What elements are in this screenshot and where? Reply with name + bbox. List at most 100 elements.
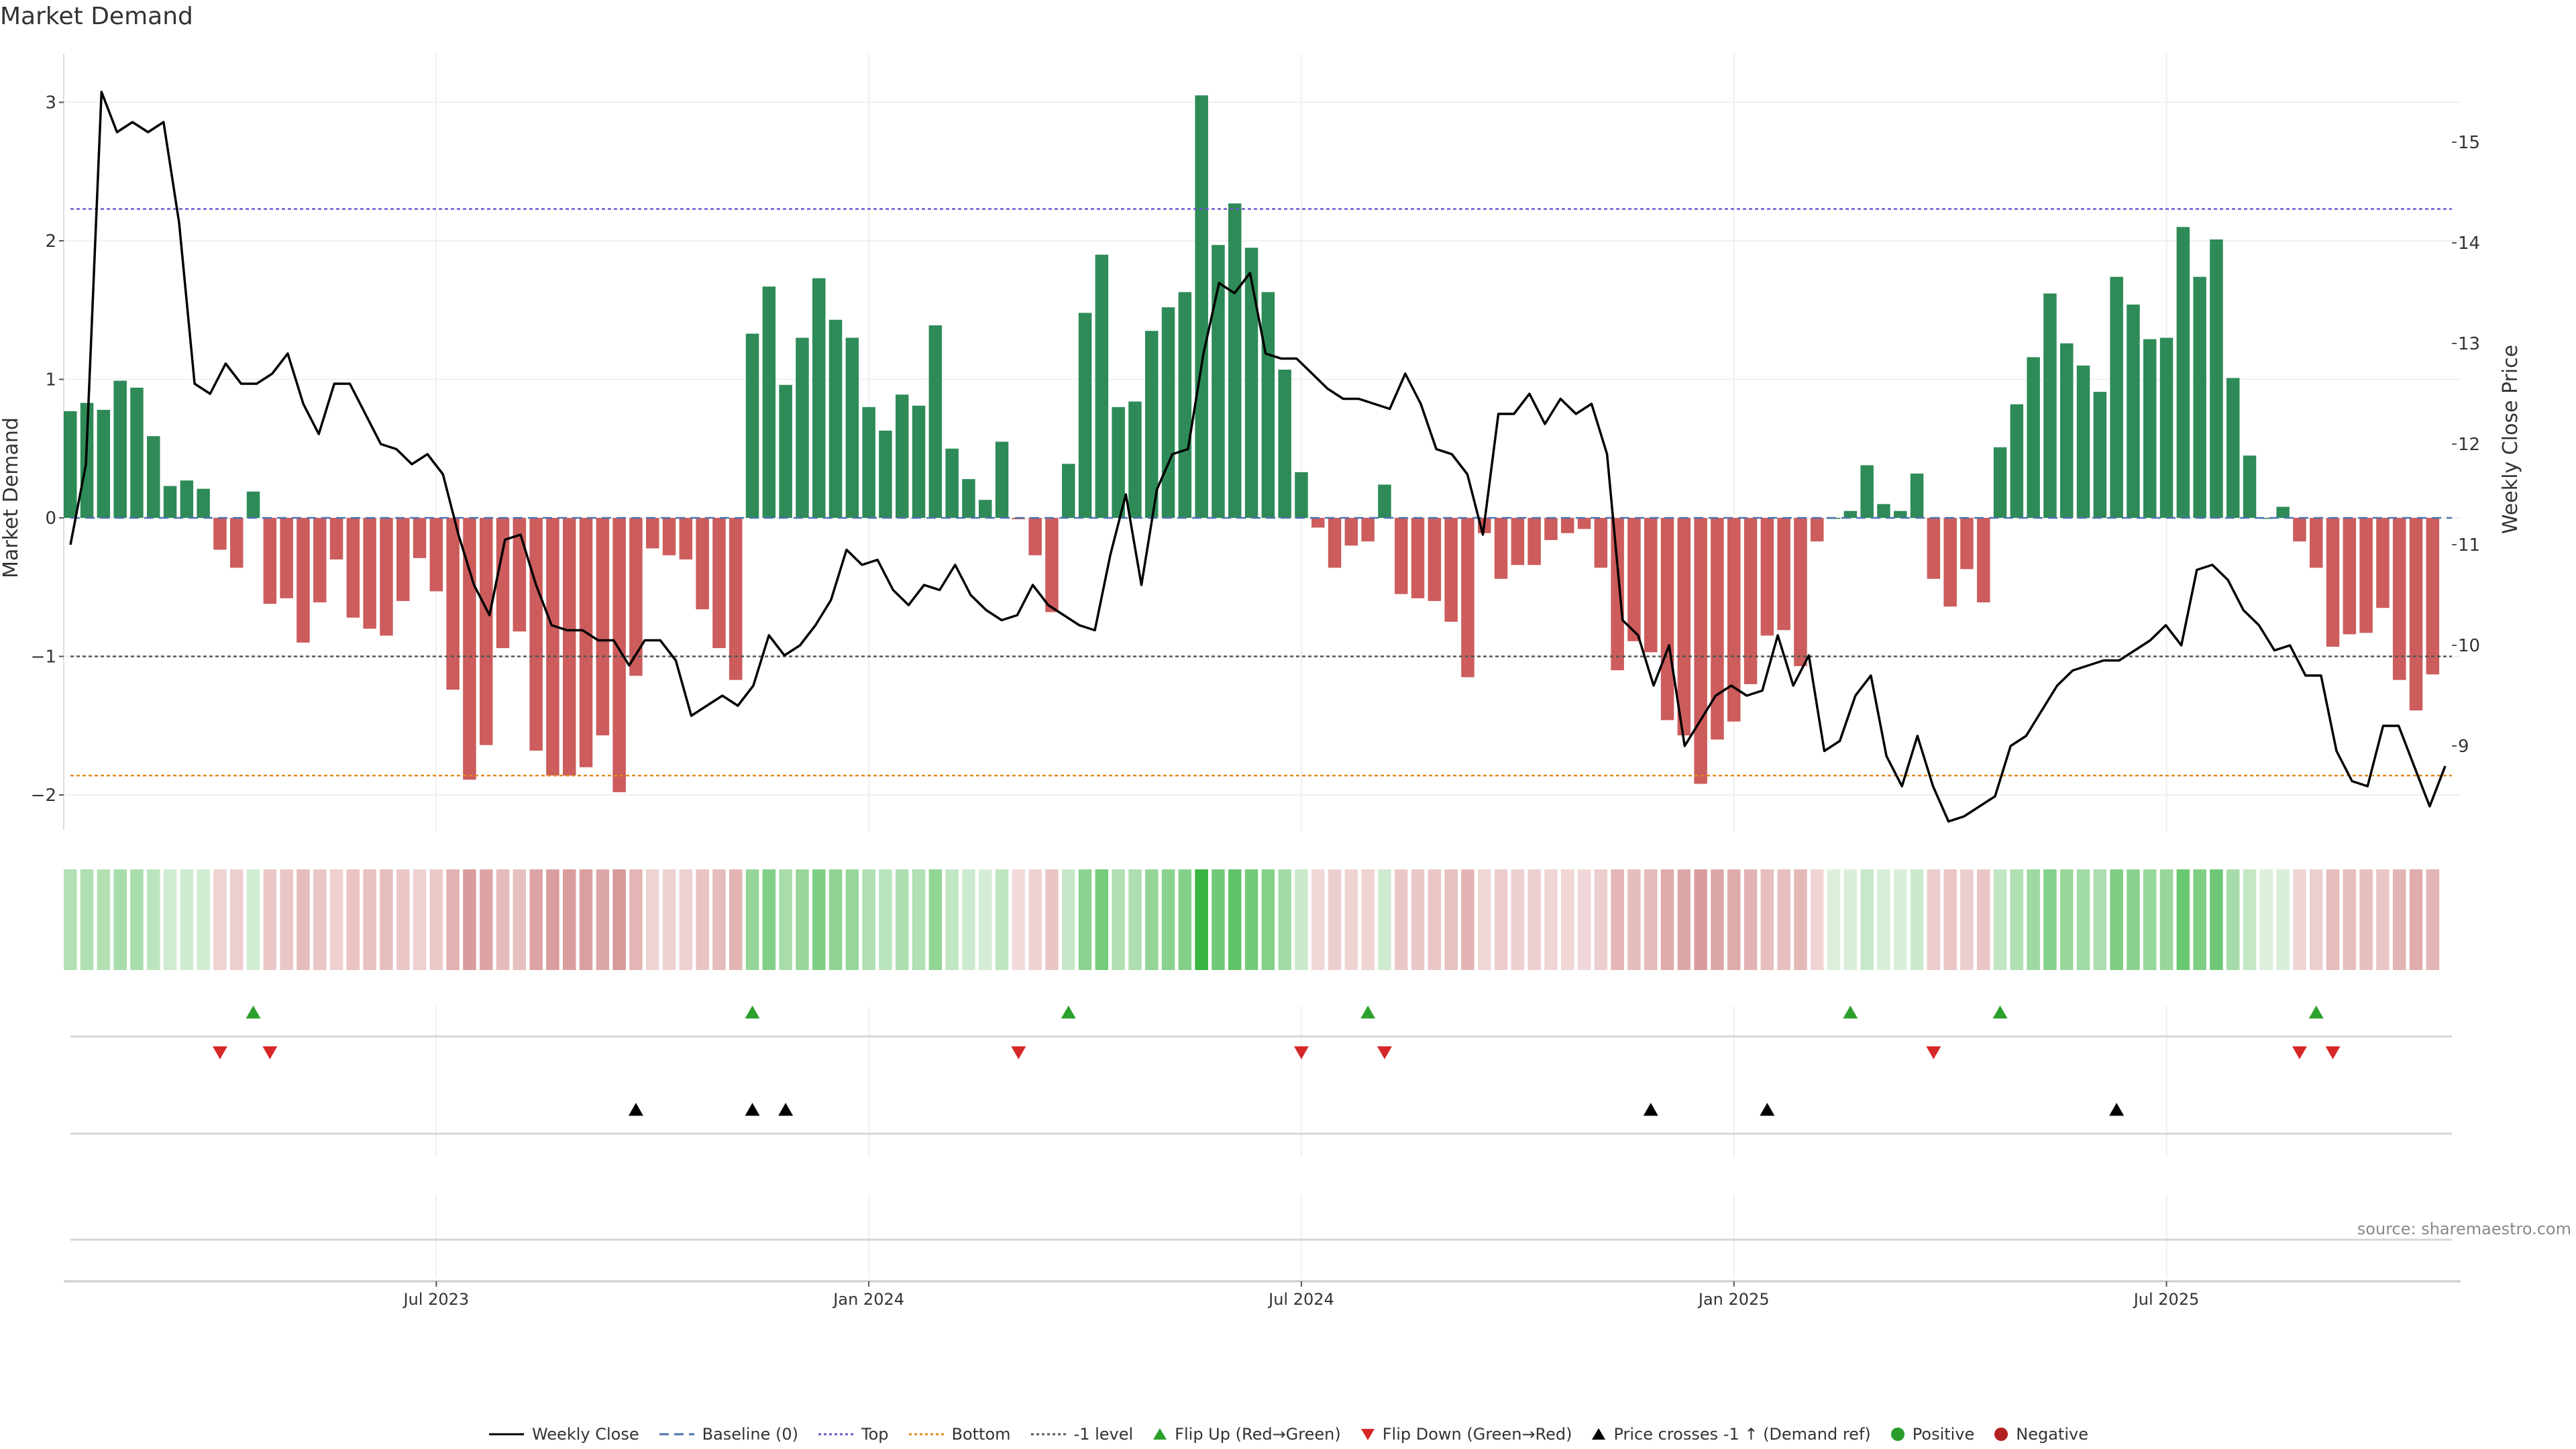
demand-bar: [2326, 518, 2340, 647]
legend-item: Positive: [1890, 1425, 1974, 1444]
heat-cell: [1344, 869, 1358, 970]
heat-cell: [2060, 869, 2074, 970]
heat-cell: [845, 869, 859, 970]
heat-cell: [2243, 869, 2257, 970]
heat-cell: [446, 869, 460, 970]
x-tick-label: Jul 2023: [402, 1290, 470, 1309]
legend-swatch: [1994, 1428, 2008, 1441]
heat-cell: [1777, 869, 1790, 970]
legend-item: Flip Up (Red→Green): [1152, 1425, 1341, 1444]
flip-up-marker: [246, 1006, 261, 1019]
demand-bar: [995, 441, 1009, 518]
heat-cell: [2093, 869, 2107, 970]
demand-bar: [2027, 357, 2040, 518]
legend-item: Flip Down (Green→Red): [1360, 1425, 1572, 1444]
x-tick-label: Jul 2024: [1267, 1290, 1334, 1309]
demand-bar: [1378, 484, 1391, 518]
demand-bar: [230, 518, 244, 568]
demand-bar: [2376, 518, 2390, 608]
price-line: [69, 91, 2447, 823]
heat-cell: [745, 869, 759, 970]
demand-bar: [1660, 518, 1674, 720]
y-axis-title: Market Demand: [0, 417, 23, 578]
demand-bar: [2276, 506, 2290, 518]
demand-bar: [2259, 518, 2273, 519]
demand-bar: [812, 278, 826, 518]
heat-cell: [2293, 869, 2306, 970]
heat-cell: [2359, 869, 2373, 970]
heat-cell: [1877, 869, 1890, 970]
demand-bar: [979, 500, 992, 518]
demand-bar: [1811, 518, 1824, 542]
heat-cell: [1760, 869, 1774, 970]
demand-bar: [446, 518, 460, 690]
heat-cell: [1960, 869, 1974, 970]
demand-bar: [2043, 293, 2057, 518]
demand-bar: [2210, 239, 2223, 518]
heat-cell: [2226, 869, 2240, 970]
heat-cell: [995, 869, 1009, 970]
demand-bar: [1594, 518, 1608, 568]
heat-cell: [679, 869, 693, 970]
legend-swatch: [1153, 1428, 1167, 1440]
heat-cell: [1161, 869, 1175, 970]
demand-bar: [297, 518, 310, 643]
y-tick-label: 0: [45, 508, 56, 529]
heat-cell: [912, 869, 926, 970]
demand-bar: [380, 518, 393, 636]
heat-cell: [2210, 869, 2223, 970]
heat-cell: [1727, 869, 1741, 970]
heat-cell: [2110, 869, 2123, 970]
demand-bar: [1943, 518, 1957, 607]
heat-cell: [280, 869, 293, 970]
heat-cell: [2426, 869, 2440, 970]
demand-bar: [1860, 465, 1874, 518]
legend-swatch: [659, 1433, 694, 1436]
demand-bar: [1677, 518, 1691, 736]
demand-bar: [945, 448, 959, 518]
demand-bar: [712, 518, 726, 649]
demand-bar: [130, 387, 144, 518]
demand-bar: [1244, 248, 1258, 518]
heat-cell: [762, 869, 776, 970]
y2-tick-label: 13: [2458, 334, 2480, 354]
legend-swatch: [1592, 1428, 1606, 1440]
heat-cell: [1444, 869, 1458, 970]
price-cross-marker: [778, 1103, 794, 1116]
heat-cell: [1894, 869, 1907, 970]
heat-cell: [1910, 869, 1924, 970]
flip-down-marker: [212, 1046, 227, 1059]
heat-cell: [2310, 869, 2323, 970]
demand-bar: [363, 518, 376, 629]
heat-cell: [1212, 869, 1225, 970]
heat-cell: [2127, 869, 2140, 970]
demand-bars: [64, 95, 2440, 792]
heat-cell: [612, 869, 626, 970]
heat-cell: [163, 869, 177, 970]
heat-cell: [1078, 869, 1092, 970]
demand-bar: [1461, 518, 1474, 678]
demand-bar: [1511, 518, 1525, 566]
heat-cell: [297, 869, 310, 970]
price-cross-marker: [628, 1103, 643, 1116]
heat-cell: [779, 869, 792, 970]
flip-up-marker: [1360, 1006, 1376, 1019]
demand-bar: [1261, 292, 1275, 518]
heat-cell: [1794, 869, 1807, 970]
demand-bar: [1927, 518, 1941, 579]
demand-bar: [779, 384, 792, 518]
heat-cell: [596, 869, 610, 970]
demand-bar: [1178, 292, 1192, 518]
heat-cell: [1711, 869, 1724, 970]
y2-tick-label: 14: [2458, 233, 2480, 254]
heat-cell: [113, 869, 127, 970]
demand-bar: [2243, 455, 2257, 518]
demand-bar: [246, 491, 260, 518]
heat-cell: [1827, 869, 1841, 970]
demand-bar: [1361, 518, 1375, 542]
y2-tick-label: 11: [2458, 535, 2480, 555]
demand-bar: [1045, 518, 1059, 612]
demand-bar: [1295, 472, 1308, 518]
heat-cell: [2159, 869, 2174, 970]
